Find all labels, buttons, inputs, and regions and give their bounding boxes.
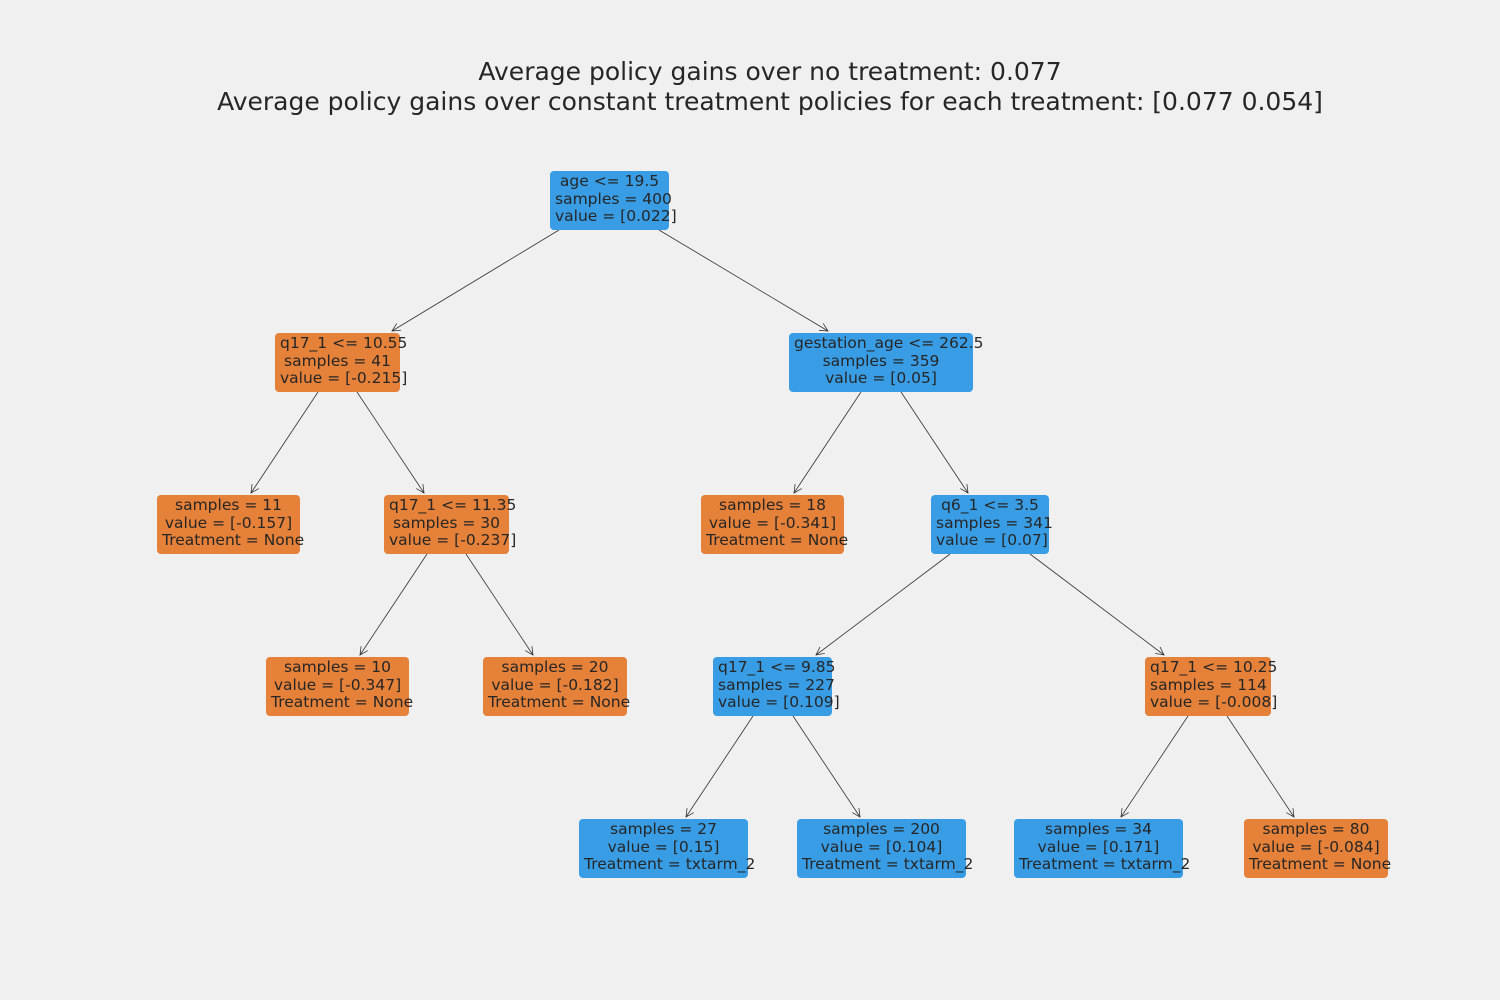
node-line: q17_1 <= 10.25 (1150, 658, 1278, 676)
tree-node-q17-1025: q17_1 <= 10.25 samples = 114 value = [-0… (1145, 657, 1278, 716)
chart-title-line-2: Average policy gains over constant treat… (217, 87, 1323, 116)
node-line: samples = 41 (284, 351, 391, 370)
node-line: value = [0.171] (1037, 837, 1160, 856)
node-line: value = [0.05] (825, 369, 937, 387)
tree-node-q17-985: q17_1 <= 9.85 samples = 227 value = [0.1… (713, 657, 840, 716)
node-line: samples = 114 (1150, 675, 1267, 694)
node-line: samples = 227 (718, 675, 835, 694)
edge-q17-1025-right (1226, 715, 1295, 818)
tree-node-q17-1135: q17_1 <= 11.35 samples = 30 value = [-0.… (384, 495, 517, 554)
node-line: gestation_age <= 262.5 (794, 334, 984, 352)
node-line: q17_1 <= 11.35 (389, 496, 517, 514)
tree-leaf-samples-20: samples = 20 value = [-0.182] Treatment … (483, 657, 631, 716)
node-line: Treatment = txtarm_2 (802, 855, 974, 873)
node-line: samples = 341 (936, 513, 1053, 532)
edge-q17-1135-right (465, 553, 534, 656)
node-line: value = [-0.237] (389, 531, 517, 549)
node-line: value = [0.104] (820, 837, 943, 856)
node-line: Treatment = None (271, 693, 414, 711)
node-line: Treatment = None (488, 693, 631, 711)
node-line: samples = 18 (719, 496, 826, 514)
node-line: value = [0.022] (555, 207, 677, 225)
tree-leaf-samples-34: samples = 34 value = [0.171] Treatment =… (1014, 819, 1191, 878)
node-line: samples = 400 (555, 189, 672, 208)
edge-q6-left (815, 553, 951, 656)
node-line: value = [-0.157] (164, 513, 293, 532)
node-line: samples = 30 (393, 513, 500, 532)
edge-q17-1055-left (250, 391, 319, 494)
node-line: value = [0.15] (607, 837, 720, 856)
edge-q17-985-right (792, 715, 861, 818)
node-line: q6_1 <= 3.5 (941, 496, 1039, 514)
node-line: q17_1 <= 10.55 (280, 334, 408, 352)
node-line: samples = 11 (175, 496, 282, 514)
node-line: Treatment = None (706, 531, 849, 549)
node-line: samples = 80 (1262, 820, 1370, 838)
tree-node-q17-1055: q17_1 <= 10.55 samples = 41 value = [-0.… (275, 333, 408, 392)
edge-root-right (658, 229, 829, 332)
edge-q17-1055-right (356, 391, 425, 494)
node-line: value = [-0.347] (273, 675, 402, 694)
edge-q17-1135-left (359, 553, 428, 656)
node-line: value = [-0.008] (1150, 693, 1278, 711)
tree-node-root: age <= 19.5 samples = 400 value = [0.022… (550, 171, 677, 230)
edge-root-left (391, 229, 560, 332)
node-line: value = [0.07] (936, 531, 1048, 549)
node-line: Treatment = txtarm_2 (584, 855, 756, 873)
node-line: samples = 34 (1045, 820, 1152, 838)
node-line: value = [-0.341] (708, 513, 837, 532)
node-line: Treatment = None (162, 531, 305, 549)
tree-node-gestation-age: gestation_age <= 262.5 samples = 359 val… (789, 333, 984, 392)
tree-leaf-samples-11: samples = 11 value = [-0.157] Treatment … (157, 495, 305, 554)
node-line: Treatment = txtarm_2 (1019, 855, 1191, 873)
node-line: value = [-0.215] (280, 369, 408, 387)
tree-leaf-samples-27: samples = 27 value = [0.15] Treatment = … (579, 819, 756, 878)
node-line: samples = 359 (822, 351, 940, 370)
node-line: samples = 27 (610, 820, 717, 838)
tree-leaf-samples-10: samples = 10 value = [-0.347] Treatment … (266, 657, 414, 716)
node-line: samples = 200 (823, 820, 940, 838)
tree-leaf-samples-200: samples = 200 value = [0.104] Treatment … (797, 819, 974, 878)
chart-title-line-1: Average policy gains over no treatment: … (478, 57, 1062, 86)
edge-q17-985-left (685, 715, 754, 818)
node-line: q17_1 <= 9.85 (718, 658, 836, 676)
edge-q17-1025-left (1120, 715, 1189, 818)
edge-q6-right (1029, 553, 1165, 656)
edge-gest-left (793, 391, 862, 494)
node-line: value = [-0.182] (491, 675, 619, 694)
edge-gest-right (900, 391, 969, 494)
tree-node-q6-1: q6_1 <= 3.5 samples = 341 value = [0.07] (931, 495, 1053, 554)
node-line: age <= 19.5 (559, 172, 660, 190)
tree-leaf-samples-18: samples = 18 value = [-0.341] Treatment … (701, 495, 849, 554)
node-line: Treatment = None (1249, 855, 1392, 873)
node-line: value = [-0.084] (1252, 837, 1380, 856)
tree-leaf-samples-80: samples = 80 value = [-0.084] Treatment … (1244, 819, 1392, 878)
node-line: value = [0.109] (718, 693, 840, 711)
node-line: samples = 10 (284, 658, 391, 676)
node-line: samples = 20 (501, 658, 609, 676)
